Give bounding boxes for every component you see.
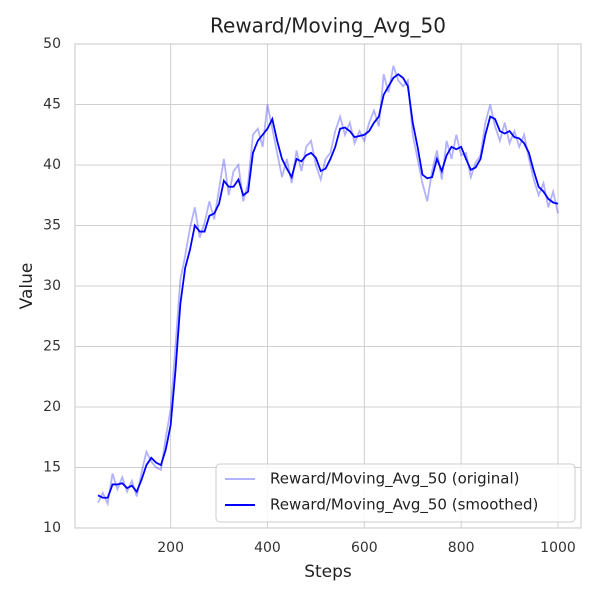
y-tick-label: 35	[43, 218, 61, 234]
legend-label: Reward/Moving_Avg_50 (original)	[270, 470, 520, 489]
y-tick-label: 40	[43, 157, 61, 173]
y-tick-label: 45	[43, 97, 61, 113]
y-tick-label: 25	[43, 339, 61, 355]
x-tick-label: 400	[254, 540, 281, 556]
y-tick-label: 10	[43, 520, 61, 536]
series-line	[97, 65, 559, 507]
x-tick-label: 200	[157, 540, 184, 556]
y-tick-label: 20	[43, 399, 61, 415]
chart-title: Reward/Moving_Avg_50	[210, 14, 446, 38]
plot-frame	[74, 43, 582, 529]
y-tick-label: 50	[43, 36, 61, 52]
y-tick-label: 15	[43, 460, 61, 476]
x-tick-label: 600	[351, 540, 378, 556]
y-axis-label: Value	[17, 263, 37, 310]
legend-box	[215, 463, 576, 523]
y-tick-label: 30	[43, 278, 61, 294]
x-tick-label: 1000	[540, 540, 576, 556]
series-line	[97, 73, 559, 499]
x-axis-label: Steps	[304, 562, 352, 582]
legend-label: Reward/Moving_Avg_50 (smoothed)	[270, 496, 538, 515]
x-tick-label: 800	[448, 540, 475, 556]
